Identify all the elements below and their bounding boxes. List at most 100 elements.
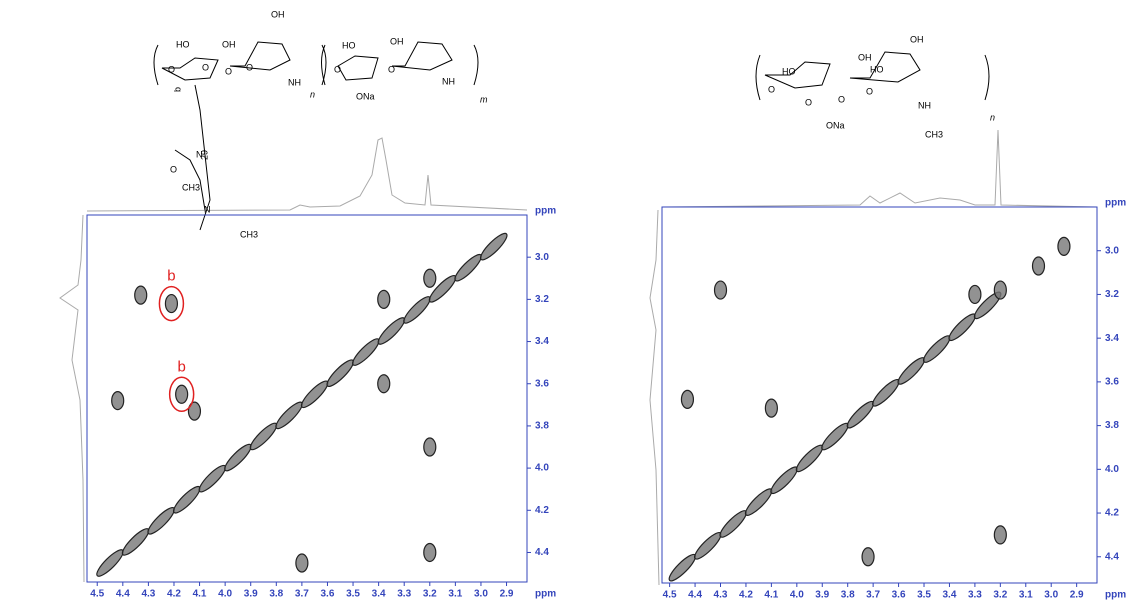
x-tick-label: 4.4 bbox=[688, 590, 702, 601]
x-tick-label: 3.6 bbox=[892, 590, 906, 601]
y-tick-label: 3.2 bbox=[535, 294, 549, 305]
y-axis-label: ppm bbox=[1105, 198, 1126, 209]
x-tick-label: 3.3 bbox=[968, 590, 982, 601]
x-tick-label: 3.9 bbox=[244, 589, 258, 600]
y-tick-label: 3.0 bbox=[1105, 245, 1119, 256]
x-tick-label: 4.0 bbox=[218, 589, 232, 600]
structure-label: CH3 bbox=[240, 229, 258, 239]
structure-label: m bbox=[480, 94, 488, 104]
structure-label: 29 bbox=[199, 150, 209, 160]
peak bbox=[249, 422, 278, 451]
left-projection bbox=[649, 209, 660, 586]
structure-label: ONa bbox=[356, 91, 375, 101]
peak bbox=[993, 525, 1007, 545]
peak bbox=[423, 268, 437, 288]
x-tick-label: 3.8 bbox=[841, 590, 855, 601]
peak bbox=[187, 401, 202, 421]
peak bbox=[454, 253, 482, 282]
annotation: b bbox=[177, 358, 185, 375]
plot-frame bbox=[661, 206, 1098, 584]
x-tick-label: 3.8 bbox=[269, 589, 283, 600]
structure-label: O bbox=[246, 62, 253, 72]
peak bbox=[922, 335, 951, 363]
y-tick-label: 3.6 bbox=[1105, 377, 1119, 388]
x-tick-label: 3.4 bbox=[943, 590, 957, 601]
peak bbox=[846, 400, 875, 429]
y-tick-label: 4.2 bbox=[1105, 508, 1119, 519]
structure-label: O bbox=[170, 164, 177, 174]
y-tick-label: 3.6 bbox=[535, 378, 549, 389]
peak bbox=[795, 444, 824, 473]
structure-label: CH3 bbox=[925, 129, 943, 139]
structure-label: OH bbox=[222, 39, 236, 49]
structure-right bbox=[755, 51, 990, 101]
x-tick-label: 3.1 bbox=[1019, 590, 1033, 601]
structure-label: O bbox=[202, 62, 209, 72]
y-tick-label: 3.0 bbox=[535, 252, 549, 263]
peak bbox=[175, 384, 189, 404]
structure-label: OH bbox=[910, 34, 924, 44]
peak bbox=[764, 398, 778, 418]
peak bbox=[172, 485, 201, 514]
structure-label: OH bbox=[390, 36, 404, 46]
peak bbox=[993, 280, 1007, 300]
y-tick-label: 4.4 bbox=[535, 547, 549, 558]
annotation-circle bbox=[158, 285, 185, 322]
peak bbox=[872, 379, 900, 407]
x-tick-label: 3.5 bbox=[346, 589, 360, 600]
structure-label: O bbox=[768, 84, 775, 94]
peak bbox=[680, 389, 695, 409]
peak bbox=[968, 284, 982, 305]
structure-label: NH bbox=[442, 76, 455, 86]
y-tick-label: 4.0 bbox=[1105, 464, 1119, 475]
peak bbox=[134, 285, 148, 305]
peak bbox=[352, 338, 380, 366]
structure-label: b bbox=[172, 87, 182, 92]
structure-label: NH bbox=[918, 100, 931, 110]
peak bbox=[948, 313, 976, 342]
y-tick-label: 4.0 bbox=[535, 463, 549, 474]
peak bbox=[713, 280, 728, 300]
structure-label: NH bbox=[288, 77, 301, 87]
x-tick-label: 4.3 bbox=[714, 590, 728, 601]
x-tick-label: 3.7 bbox=[295, 589, 309, 600]
structure-label: O bbox=[805, 97, 812, 107]
structure-label: n bbox=[990, 112, 995, 122]
structure-label: O bbox=[225, 66, 232, 76]
peak bbox=[861, 547, 875, 567]
peak bbox=[744, 488, 773, 516]
structure-label: O bbox=[866, 86, 873, 96]
x-tick-label: 3.4 bbox=[372, 589, 386, 600]
peak bbox=[111, 391, 125, 411]
x-tick-label: 4.5 bbox=[90, 589, 104, 600]
peak bbox=[377, 289, 391, 309]
x-tick-label: 2.9 bbox=[1070, 590, 1084, 601]
y-tick-label: 3.4 bbox=[535, 336, 549, 347]
x-tick-label: 4.1 bbox=[193, 589, 207, 600]
peak bbox=[295, 553, 309, 573]
structure-label: OH bbox=[858, 52, 872, 62]
peak bbox=[121, 528, 150, 556]
peak bbox=[719, 510, 748, 538]
left-projection bbox=[59, 214, 85, 583]
structure-label: HO bbox=[870, 64, 884, 74]
structure-label: n bbox=[310, 89, 315, 99]
structure-label: HO bbox=[782, 66, 796, 76]
structure-label: O bbox=[388, 64, 395, 74]
y-tick-label: 3.8 bbox=[535, 421, 549, 432]
peak bbox=[693, 532, 722, 560]
peak bbox=[1031, 256, 1046, 276]
structure-label: HO bbox=[342, 40, 356, 50]
structure-label: OH bbox=[271, 9, 285, 19]
peak bbox=[423, 437, 437, 457]
peak bbox=[897, 357, 926, 385]
peak bbox=[275, 401, 303, 430]
x-axis-label: ppm bbox=[535, 589, 556, 600]
x-tick-label: 4.2 bbox=[739, 590, 753, 601]
top-projection bbox=[86, 137, 528, 212]
x-tick-label: 3.2 bbox=[993, 590, 1007, 601]
y-tick-label: 3.2 bbox=[1105, 289, 1119, 300]
x-tick-label: 4.3 bbox=[141, 589, 155, 600]
x-tick-label: 3.2 bbox=[423, 589, 437, 600]
